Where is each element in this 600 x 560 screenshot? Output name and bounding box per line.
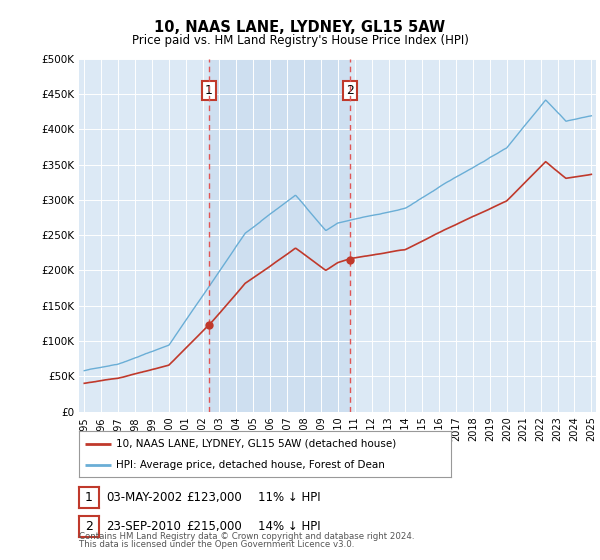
Text: 10, NAAS LANE, LYDNEY, GL15 5AW: 10, NAAS LANE, LYDNEY, GL15 5AW (154, 20, 446, 35)
Bar (209, 59, 350, 412)
Text: HPI: Average price, detached house, Forest of Dean: HPI: Average price, detached house, Fore… (116, 460, 385, 470)
Text: £215,000: £215,000 (186, 520, 242, 533)
Text: Contains HM Land Registry data © Crown copyright and database right 2024.: Contains HM Land Registry data © Crown c… (79, 532, 415, 541)
Text: 1: 1 (205, 84, 213, 97)
Text: 10, NAAS LANE, LYDNEY, GL15 5AW (detached house): 10, NAAS LANE, LYDNEY, GL15 5AW (detache… (116, 438, 397, 449)
Text: 1: 1 (85, 491, 93, 504)
Text: 23-SEP-2010: 23-SEP-2010 (106, 520, 181, 533)
Text: 2: 2 (85, 520, 93, 533)
Text: 14% ↓ HPI: 14% ↓ HPI (258, 520, 320, 533)
Text: £123,000: £123,000 (186, 491, 242, 504)
Text: 2: 2 (346, 84, 354, 97)
Text: 03-MAY-2002: 03-MAY-2002 (106, 491, 182, 504)
Text: Price paid vs. HM Land Registry's House Price Index (HPI): Price paid vs. HM Land Registry's House … (131, 34, 469, 46)
Text: 11% ↓ HPI: 11% ↓ HPI (258, 491, 320, 504)
Text: This data is licensed under the Open Government Licence v3.0.: This data is licensed under the Open Gov… (79, 540, 355, 549)
